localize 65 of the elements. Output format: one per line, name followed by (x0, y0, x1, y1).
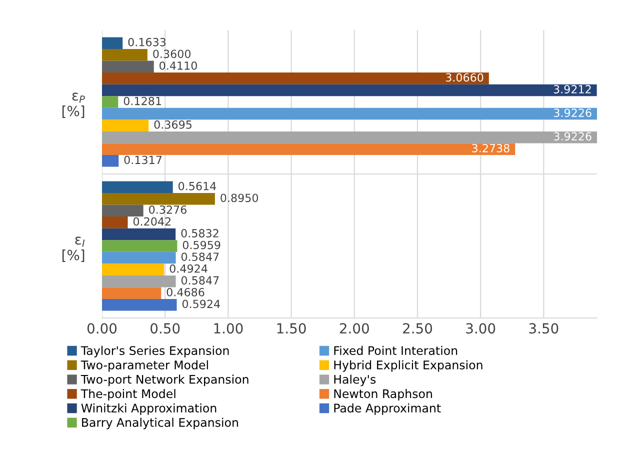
data-label: 0.5614 (178, 182, 216, 190)
data-label: 3.0660 (446, 73, 484, 82)
bar (102, 299, 177, 311)
bar (102, 275, 176, 288)
bar (102, 287, 162, 300)
data-label: 0.1317 (124, 156, 162, 164)
data-label: 0.5924 (182, 300, 220, 308)
data-label: 0.5847 (181, 252, 219, 262)
data-label: 0.1281 (124, 96, 161, 106)
bar (102, 204, 144, 217)
x-tick-label: 2.50 (403, 323, 432, 334)
legend-label: Barry Analytical Expansion (82, 418, 238, 430)
legend-label: The-point Model (80, 389, 176, 400)
data-label: 0.5959 (182, 240, 220, 250)
legend-label: Fixed Point Interation (334, 346, 458, 356)
bar (102, 240, 178, 252)
legend-label: Winitzki Approximation (81, 403, 216, 415)
x-tick-label: 1.00 (214, 323, 243, 334)
data-label: 3.9226 (554, 108, 592, 118)
data-label: 3.2738 (472, 144, 510, 152)
x-tick-label: 0.50 (150, 323, 180, 334)
data-label: 3.9212 (554, 85, 591, 94)
x-tick-label: 3.00 (466, 323, 496, 334)
x-tick-label: 3.50 (529, 323, 558, 334)
data-label: 0.4924 (170, 264, 208, 273)
bar (102, 228, 176, 240)
bar (102, 60, 154, 73)
data-label: 3.9226 (554, 132, 592, 141)
data-label: 0.1633 (128, 38, 166, 46)
data-label: 0.4686 (166, 288, 204, 296)
data-label: 0.8950 (220, 194, 258, 202)
bar (102, 96, 118, 108)
legend-label: Pade Approximant (334, 403, 441, 415)
y-tick-label: ε$_{P}$ [%] (62, 92, 85, 118)
bar (102, 48, 148, 61)
legend-label: Two-parameter Model (80, 360, 208, 372)
data-label: 0.4110 (160, 61, 197, 70)
legend-label: Haley's (334, 374, 376, 386)
bar (102, 252, 176, 264)
data-label: 0.2042 (133, 217, 170, 226)
bar (102, 131, 597, 144)
bar (102, 37, 123, 49)
bar (102, 181, 173, 193)
legend-label: Taylor's Series Expansion (80, 346, 229, 358)
x-tick-label: 1.50 (277, 323, 306, 334)
legend-label: Two-port Network Expansion (80, 374, 248, 386)
data-label: 0.5832 (181, 229, 218, 238)
legend-label: Hybrid Explicit Expansion (334, 360, 482, 372)
y-tick-label: ε$_{I}$ [%] (62, 236, 85, 262)
bar (102, 72, 489, 84)
x-tick-label: 2.00 (340, 323, 369, 334)
data-label: 0.3695 (154, 120, 192, 129)
data-label: 0.5847 (181, 276, 219, 285)
bar (102, 264, 164, 276)
bar (102, 84, 597, 96)
bar (102, 120, 149, 132)
bar (102, 143, 516, 156)
legend-label: Newton Raphson (334, 389, 432, 400)
bar (102, 216, 128, 228)
bar (102, 108, 597, 120)
bar (102, 192, 215, 205)
x-tick-label: 0.00 (87, 323, 117, 334)
data-label: 0.3600 (153, 50, 191, 58)
bar (102, 155, 119, 167)
data-label: 0.3276 (149, 205, 186, 214)
